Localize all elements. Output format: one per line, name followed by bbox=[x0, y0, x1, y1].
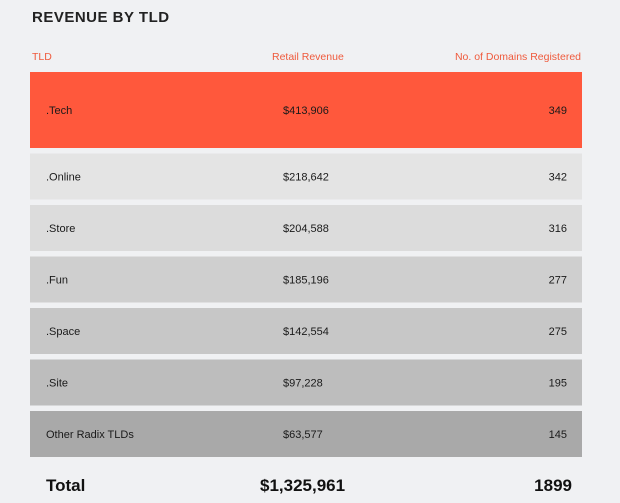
row-tld-label-site: .Site bbox=[46, 378, 68, 390]
row-domains-label-store: 316 bbox=[549, 223, 567, 235]
row-tld-label-tech: .Tech bbox=[46, 105, 72, 117]
row-tld-label-other-radix-tlds: Other Radix TLDs bbox=[46, 429, 134, 441]
row-tld-label-space: .Space bbox=[46, 326, 80, 338]
row-revenue-label-fun: $185,196 bbox=[283, 275, 329, 287]
row-domains-label-space: 275 bbox=[549, 326, 567, 338]
row-bar-fun bbox=[30, 256, 582, 303]
row-tld-label-store: .Store bbox=[46, 223, 75, 235]
row-bar-site bbox=[30, 359, 582, 406]
total-revenue: $1,325,961 bbox=[260, 476, 346, 495]
row-revenue-label-tech: $413,906 bbox=[283, 105, 329, 117]
row-domains-label-online: 342 bbox=[549, 172, 567, 184]
total-domains: 1899 bbox=[534, 476, 572, 495]
row-domains-label-fun: 277 bbox=[549, 275, 567, 287]
total-label: Total bbox=[46, 476, 86, 495]
row-bar-tech bbox=[30, 72, 582, 148]
row-domains-label-other-radix-tlds: 145 bbox=[549, 429, 567, 441]
row-bar-space bbox=[30, 308, 582, 354]
row-domains-label-tech: 349 bbox=[549, 105, 567, 117]
row-bar-store bbox=[30, 205, 582, 251]
row-revenue-label-site: $97,228 bbox=[283, 378, 323, 390]
row-revenue-label-other-radix-tlds: $63,577 bbox=[283, 429, 323, 441]
row-tld-label-online: .Online bbox=[46, 172, 81, 184]
chart-title: REVENUE BY TLD bbox=[32, 9, 170, 26]
row-revenue-label-store: $204,588 bbox=[283, 223, 329, 235]
column-header-domains: No. of Domains Registered bbox=[454, 51, 581, 63]
row-tld-label-fun: .Fun bbox=[46, 275, 68, 287]
row-bar-other-radix-tlds bbox=[30, 411, 582, 457]
row-domains-label-site: 195 bbox=[549, 378, 567, 390]
row-revenue-label-space: $142,554 bbox=[283, 326, 329, 338]
row-bar-online bbox=[30, 153, 582, 200]
row-revenue-label-online: $218,642 bbox=[283, 172, 329, 184]
column-header-tld: TLD bbox=[32, 51, 52, 63]
column-header-revenue: Retail Revenue bbox=[272, 51, 344, 63]
